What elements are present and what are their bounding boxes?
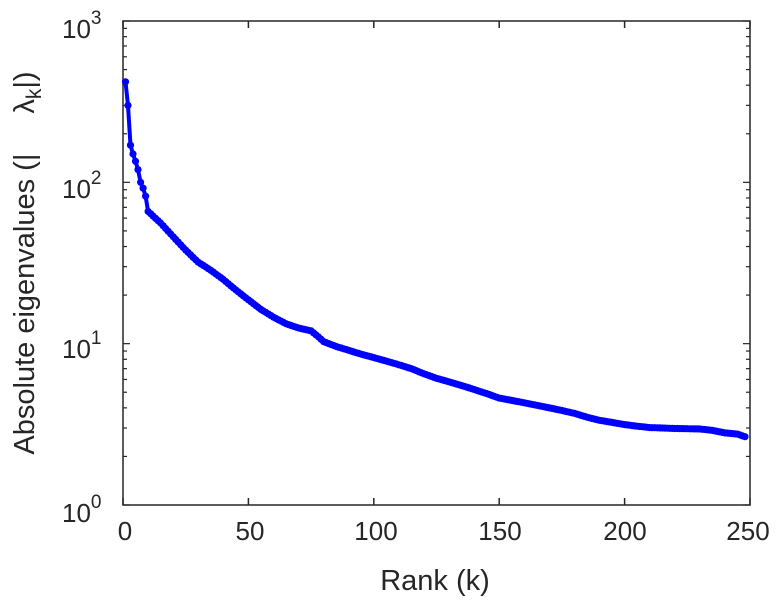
x-tick-label-100: 100: [354, 516, 397, 546]
data-point: [134, 166, 142, 174]
data-point: [137, 178, 145, 186]
x-tick-label-0: 0: [118, 516, 132, 546]
x-tick-label-50: 50: [236, 516, 265, 546]
x-tick-labels: 0 50 100 150 200 250: [118, 516, 770, 546]
y-tick-label-1e0: 100: [62, 492, 102, 528]
data-point: [741, 433, 749, 441]
x-tick-label-200: 200: [603, 516, 646, 546]
data-point: [121, 78, 130, 86]
data-point: [129, 150, 137, 158]
x-tick-label-150: 150: [478, 516, 521, 546]
y-axis-ticks: [123, 20, 750, 506]
data-point: [142, 192, 150, 200]
data-point: [131, 157, 140, 165]
y-tick-label-1e1: 101: [62, 328, 102, 364]
data-point: [126, 141, 135, 149]
plot-area: [122, 20, 751, 506]
series-eigenvalues: [121, 78, 749, 441]
y-tick-labels: 100 101 102 103: [62, 8, 102, 528]
data-point: [124, 101, 132, 109]
y-axis-label: Absolute eigenvalues (|λk|): [9, 71, 46, 454]
y-tick-label-1e2: 102: [62, 168, 102, 204]
y-tick-label-1e3: 103: [62, 8, 102, 44]
x-axis-label: Rank (k): [380, 565, 490, 597]
x-axis-ticks: [122, 21, 751, 505]
data-point: [139, 184, 147, 192]
x-tick-label-250: 250: [726, 516, 769, 546]
